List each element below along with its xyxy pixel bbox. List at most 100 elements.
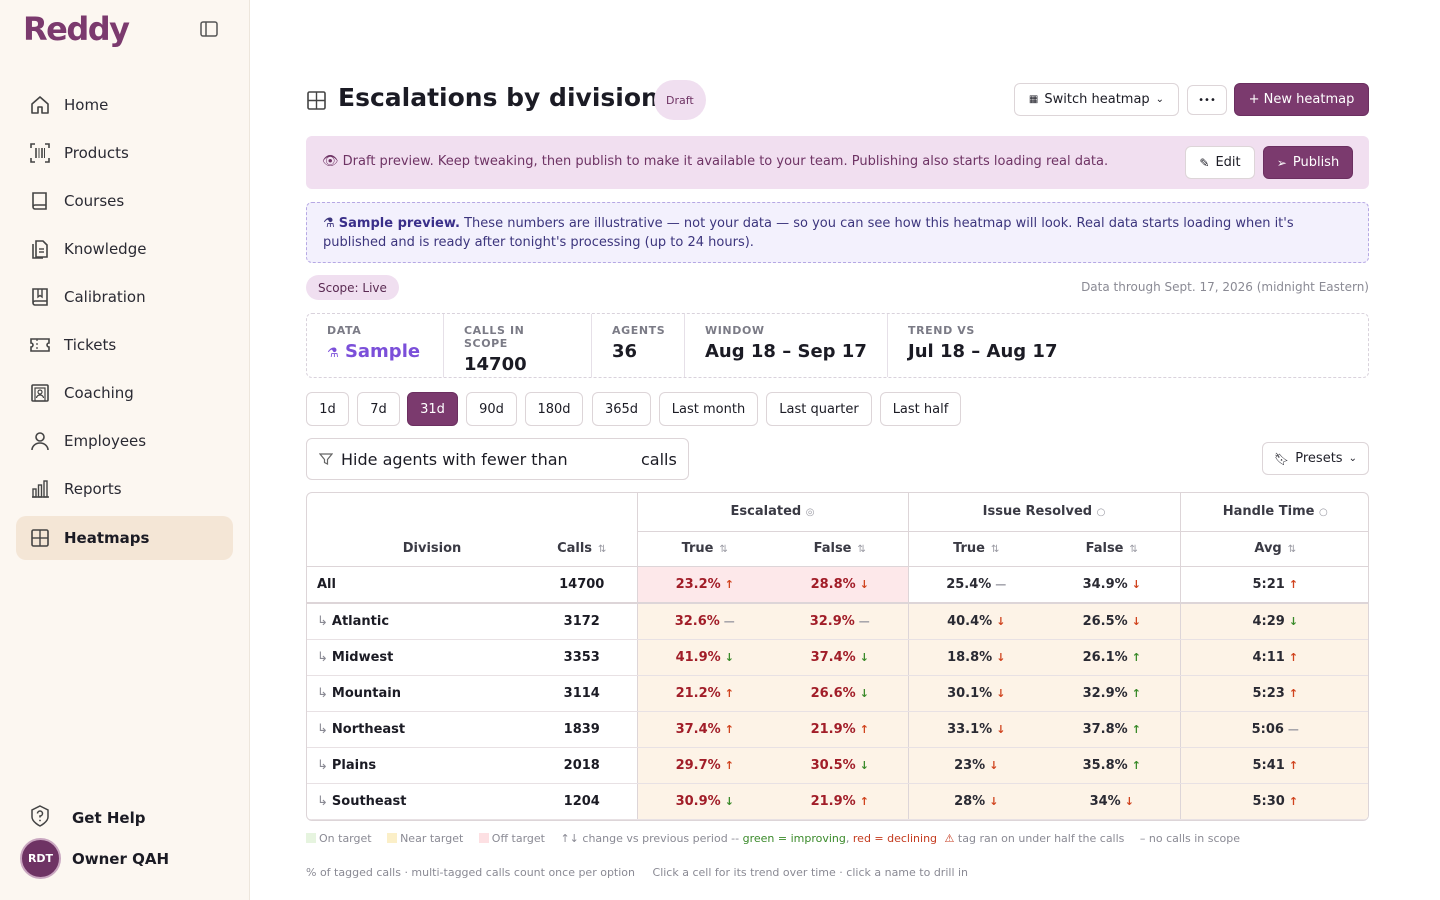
heat-cell[interactable]: 26.6% ↓ bbox=[772, 675, 908, 712]
col-escalated-false[interactable]: False ⇅ bbox=[772, 531, 908, 567]
presets-button[interactable]: 🔖︎ Presets ⌄ bbox=[1262, 442, 1369, 475]
heat-cell[interactable]: 40.4% ↓ bbox=[907, 603, 1044, 640]
group-label: Issue Resolved bbox=[982, 504, 1093, 520]
col-resolved-true[interactable]: True ⇅ bbox=[907, 531, 1044, 567]
heat-cell[interactable]: 5:30 ↑ bbox=[1179, 783, 1368, 820]
stat-window: WINDOW Aug 18 – Sep 17 bbox=[685, 314, 888, 377]
trend-up-icon: ↑ bbox=[859, 722, 869, 736]
heat-cell[interactable]: 29.7% ↑ bbox=[636, 747, 772, 784]
range-last-half-button[interactable]: Last half bbox=[880, 392, 961, 426]
sidebar-collapse-icon[interactable] bbox=[199, 20, 219, 38]
range-last-quarter-button[interactable]: Last quarter bbox=[766, 392, 872, 426]
range-90d-button[interactable]: 90d bbox=[466, 392, 517, 426]
col-resolved-false[interactable]: False ⇅ bbox=[1044, 531, 1180, 567]
heat-cell[interactable]: 41.9% ↓ bbox=[636, 639, 772, 676]
heat-cell[interactable]: 37.4% ↑ bbox=[636, 711, 772, 748]
trend-down-icon: ↓ bbox=[724, 794, 734, 808]
sidebar-item-employees[interactable]: Employees bbox=[16, 419, 233, 463]
division-name[interactable]: ↳ Southeast bbox=[307, 783, 527, 820]
cell-value: 30.9% bbox=[675, 793, 721, 809]
grid-small-icon: ▦ bbox=[1028, 94, 1039, 105]
division-name[interactable]: ↳ Northeast bbox=[307, 711, 527, 748]
trend-up-icon: ↑ bbox=[724, 686, 734, 700]
heat-cell[interactable]: 18.8% ↓ bbox=[907, 639, 1044, 676]
heat-cell[interactable]: 5:06— bbox=[1179, 711, 1368, 748]
edit-button[interactable]: ✎ Edit bbox=[1185, 146, 1255, 179]
trend-up-icon: ↑ bbox=[1288, 577, 1299, 591]
range-365d-button[interactable]: 365d bbox=[592, 392, 651, 426]
range-last-month-button[interactable]: Last month bbox=[659, 392, 758, 426]
heat-cell[interactable]: 5:23 ↑ bbox=[1179, 675, 1368, 712]
col-label: True bbox=[681, 541, 714, 556]
app-logo[interactable]: Reddy bbox=[23, 10, 130, 48]
heat-cell[interactable]: 23.2% ↑ bbox=[636, 566, 772, 604]
col-avg[interactable]: Avg ⇅ bbox=[1179, 531, 1368, 567]
sidebar-item-coaching[interactable]: Coaching bbox=[16, 371, 233, 415]
sidebar-item-products[interactable]: Products bbox=[16, 131, 233, 175]
sidebar-item-home[interactable]: Home bbox=[16, 83, 233, 127]
user-menu[interactable]: RDT Owner QAH bbox=[20, 838, 169, 879]
footnote: % of tagged calls · multi-tagged calls c… bbox=[306, 866, 982, 879]
division-name[interactable]: ↳ Midwest bbox=[307, 639, 527, 676]
heat-cell[interactable]: 28.8% ↓ bbox=[772, 566, 908, 604]
heat-cell[interactable]: 32.9% — bbox=[772, 603, 908, 640]
trend-down-icon: ↓ bbox=[989, 758, 999, 772]
heat-cell[interactable]: 30.9% ↓ bbox=[636, 783, 772, 820]
publish-button[interactable]: ➢ Publish bbox=[1263, 146, 1353, 179]
heat-cell[interactable]: 34% ↓ bbox=[1044, 783, 1180, 820]
heat-cell[interactable]: 26.5% ↓ bbox=[1044, 603, 1180, 640]
heat-cell[interactable]: 37.8% ↑ bbox=[1044, 711, 1180, 748]
division-name[interactable]: ↳ Mountain bbox=[307, 675, 527, 712]
sidebar-item-label: Courses bbox=[64, 192, 125, 210]
get-help-link[interactable]: Get Help bbox=[28, 804, 145, 832]
sidebar-item-knowledge[interactable]: Knowledge bbox=[16, 227, 233, 271]
heat-cell[interactable]: 5:41 ↑ bbox=[1179, 747, 1368, 784]
heat-cell[interactable]: 30.1% ↓ bbox=[907, 675, 1044, 712]
sidebar-item-calibration[interactable]: Calibration bbox=[16, 275, 233, 319]
sidebar-item-label: Tickets bbox=[64, 336, 117, 354]
heat-cell[interactable]: 21.9% ↑ bbox=[772, 783, 908, 820]
heat-cell[interactable]: 32.9% ↑ bbox=[1044, 675, 1180, 712]
min-calls-input[interactable] bbox=[575, 447, 635, 473]
col-escalated-true[interactable]: True ⇅ bbox=[636, 531, 772, 567]
heat-cell[interactable]: 25.4% — bbox=[907, 566, 1044, 604]
range-7d-button[interactable]: 7d bbox=[357, 392, 400, 426]
heat-cell[interactable]: 21.9% ↑ bbox=[772, 711, 908, 748]
division-name[interactable]: ↳ Plains bbox=[307, 747, 527, 784]
heat-cell[interactable]: 21.2% ↑ bbox=[636, 675, 772, 712]
heat-cell[interactable]: 23% ↓ bbox=[907, 747, 1044, 784]
sidebar-item-tickets[interactable]: Tickets bbox=[16, 323, 233, 367]
heat-cell[interactable]: 4:11 ↑ bbox=[1179, 639, 1368, 676]
info-icon[interactable]: ◎ bbox=[805, 507, 815, 519]
col-calls[interactable]: Calls ⇅ bbox=[527, 531, 637, 567]
division-name[interactable]: All bbox=[307, 566, 527, 604]
heat-cell[interactable]: 33.1% ↓ bbox=[907, 711, 1044, 748]
range-31d-button[interactable]: 31d bbox=[407, 392, 458, 426]
cell-value: 37.4% bbox=[810, 649, 856, 665]
heat-cell[interactable]: 37.4% ↓ bbox=[772, 639, 908, 676]
heat-cell[interactable]: 34.9% ↓ bbox=[1044, 566, 1180, 604]
division-name[interactable]: ↳ Atlantic bbox=[307, 603, 527, 640]
heat-cell[interactable]: 32.6% — bbox=[636, 603, 772, 640]
send-icon: ➢ bbox=[1276, 155, 1287, 170]
legend-warning-text: tag ran on under half the calls bbox=[957, 832, 1125, 845]
sidebar-item-heatmaps[interactable]: Heatmaps bbox=[16, 516, 233, 560]
sort-icon: ⇅ bbox=[1129, 544, 1138, 555]
range-180d-button[interactable]: 180d bbox=[525, 392, 583, 426]
sidebar-item-reports[interactable]: Reports bbox=[16, 467, 233, 511]
info-icon[interactable]: ○ bbox=[1319, 507, 1328, 519]
heat-cell[interactable]: 26.1% ↑ bbox=[1044, 639, 1180, 676]
heat-cell[interactable]: 30.5% ↓ bbox=[772, 747, 908, 784]
more-options-button[interactable]: ••• bbox=[1187, 85, 1227, 115]
col-division[interactable]: Division bbox=[307, 531, 527, 567]
info-icon[interactable]: ○ bbox=[1096, 507, 1106, 519]
heat-cell[interactable]: 4:29 ↓ bbox=[1179, 603, 1368, 640]
sidebar-item-courses[interactable]: Courses bbox=[16, 179, 233, 223]
heat-cell[interactable]: 5:21 ↑ bbox=[1179, 566, 1368, 604]
range-1d-button[interactable]: 1d bbox=[306, 392, 349, 426]
heat-cell[interactable]: 35.8% ↑ bbox=[1044, 747, 1180, 784]
stat-value: 36 bbox=[612, 341, 638, 362]
new-heatmap-button[interactable]: + New heatmap bbox=[1234, 83, 1369, 116]
switch-heatmap-button[interactable]: ▦ Switch heatmap ⌄ bbox=[1014, 83, 1179, 116]
heat-cell[interactable]: 28% ↓ bbox=[907, 783, 1044, 820]
